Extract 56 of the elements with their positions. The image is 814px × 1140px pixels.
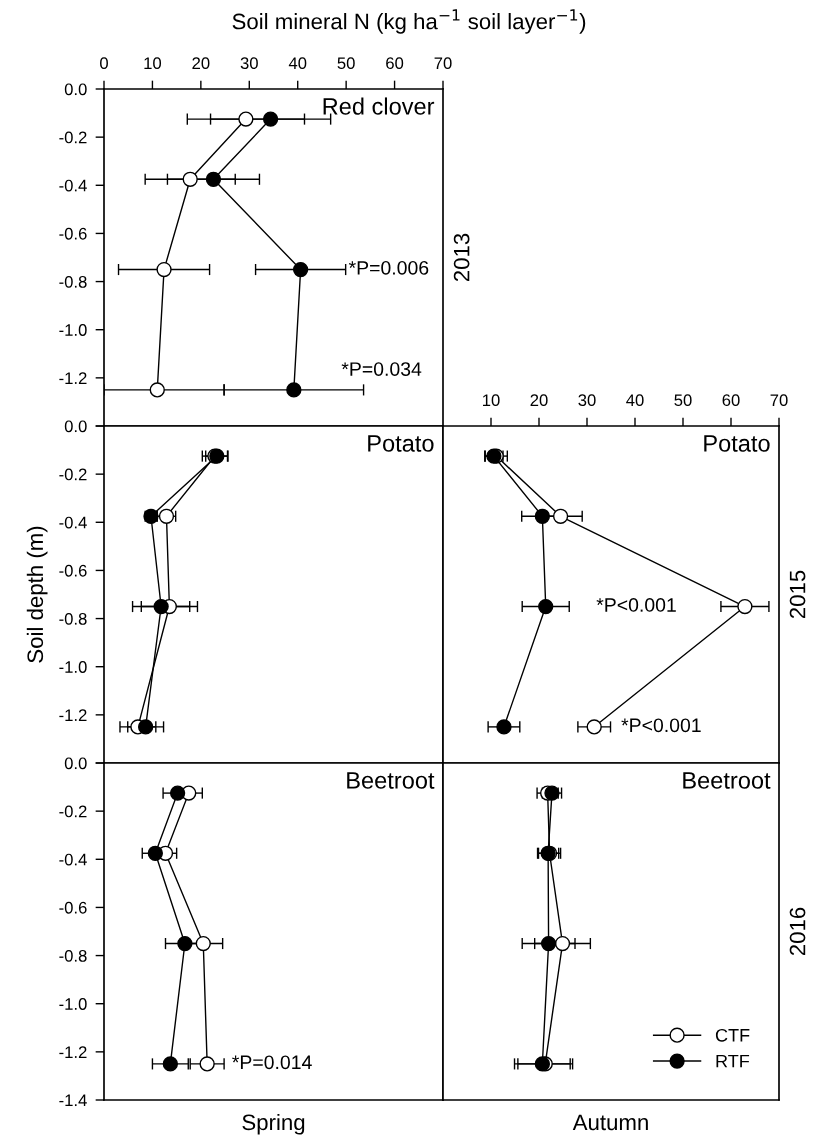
y-tick-label: 0.0 bbox=[64, 420, 87, 433]
y-tick-label: -1.2 bbox=[59, 709, 87, 721]
x-tick-label: 50 bbox=[674, 394, 692, 407]
x-tick-label: 10 bbox=[144, 57, 162, 70]
x-tick-label: 60 bbox=[722, 394, 740, 407]
annotation: *P=0.034 bbox=[341, 362, 422, 376]
x-tick-label: 30 bbox=[240, 57, 258, 70]
chart-title: Beetroot bbox=[347, 772, 435, 789]
x-tick-label: 70 bbox=[434, 57, 452, 70]
chart-title: Potato bbox=[368, 435, 434, 452]
x-tick-label: 20 bbox=[530, 394, 548, 407]
legend-label: CTF bbox=[715, 1028, 750, 1042]
x-tick-label: 70 bbox=[770, 394, 788, 407]
y-tick-label: -0.8 bbox=[59, 275, 87, 288]
y-tick-label: -0.6 bbox=[59, 901, 87, 914]
y-tick-label: -0.8 bbox=[59, 612, 87, 625]
x2-axis-title: Soil mineral N (kg ha$^{−1}$ soil layer$^{−1}$) bbox=[232, 9, 586, 34]
y-tick-label: -1.2 bbox=[59, 372, 87, 384]
y-tick-label: -1.4 bbox=[59, 1094, 87, 1107]
y-axis-title: Soil depth (m) bbox=[26, 526, 48, 663]
chart-title: Beetroot bbox=[683, 772, 771, 789]
x-tick-label: 60 bbox=[386, 57, 404, 70]
annotation: *P=0.006 bbox=[348, 260, 429, 275]
annotation: *P<0.001 bbox=[621, 718, 701, 733]
x-tick-label: 50 bbox=[337, 57, 355, 70]
y2-axis-title: 2015 bbox=[789, 570, 806, 619]
y-tick-label: -1.2 bbox=[59, 1046, 87, 1058]
x-tick-label: 30 bbox=[578, 394, 596, 407]
y-tick-label: -0.6 bbox=[59, 227, 87, 240]
chart-title: Red clover bbox=[323, 97, 435, 115]
legend-label: RTF bbox=[716, 1054, 750, 1068]
y-tick-label: 0.0 bbox=[64, 757, 87, 770]
x-tick-label: 40 bbox=[288, 57, 307, 70]
x-axis-title: Spring bbox=[242, 1113, 305, 1135]
y-tick-label: -1.0 bbox=[59, 324, 87, 336]
x-axis-title: Autumn bbox=[572, 1114, 648, 1131]
chart-title: Potato bbox=[704, 435, 770, 452]
annotation: *P<0.001 bbox=[596, 598, 676, 612]
y-tick-label: -0.2 bbox=[59, 131, 87, 144]
y-tick-label: -0.2 bbox=[59, 805, 87, 818]
y-tick-label: -0.4 bbox=[59, 179, 87, 192]
x-tick-label: 0 bbox=[100, 57, 108, 70]
y-tick-label: -0.6 bbox=[59, 564, 87, 577]
y-tick-label: -0.4 bbox=[59, 853, 87, 866]
x-tick-label: 40 bbox=[626, 394, 644, 407]
y-tick-label: -0.8 bbox=[59, 949, 87, 962]
x-tick-label: 20 bbox=[192, 57, 210, 70]
y2-axis-title: 2013 bbox=[453, 233, 470, 282]
y-tick-label: -0.2 bbox=[59, 468, 87, 481]
y-tick-label: -1.0 bbox=[59, 661, 87, 673]
annotation: *P=0.014 bbox=[232, 1055, 312, 1070]
y-tick-label: -1.0 bbox=[59, 998, 87, 1010]
x-tick-label: 10 bbox=[483, 394, 500, 407]
y2-axis-title: 2016 bbox=[789, 907, 806, 956]
y-tick-label: -0.4 bbox=[59, 516, 87, 529]
y-tick-label: 0.0 bbox=[64, 83, 87, 96]
